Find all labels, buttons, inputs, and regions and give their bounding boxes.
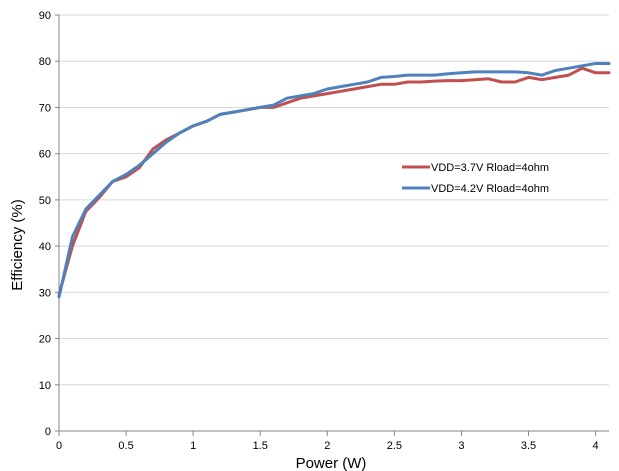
legend: VDD=3.7V Rload=4ohm VDD=4.2V Rload=4ohm — [402, 162, 549, 195]
y-tick-label: 10 — [39, 380, 51, 392]
x-tick-label: 2 — [324, 440, 330, 452]
x-axis-title: Power (W) — [296, 455, 367, 471]
series-lines — [57, 62, 611, 299]
y-tick-label: 70 — [39, 102, 51, 114]
y-tick-label: 90 — [39, 10, 51, 22]
series-line-vdd-4-2v — [57, 62, 611, 299]
y-tick-label: 20 — [39, 334, 51, 346]
y-tick-label: 80 — [39, 56, 51, 68]
x-tick-label: 4 — [593, 440, 599, 452]
y-tick-label: 60 — [39, 149, 51, 161]
legend-label-vdd-4-2v: VDD=4.2V Rload=4ohm — [431, 183, 549, 195]
axes: 0 10 20 30 40 50 60 70 80 90 0 0.5 1 1.5 2 2.5 3 3.5 4 — [39, 10, 609, 452]
y-tick-label: 40 — [39, 241, 51, 253]
y-tick-label: 0 — [45, 426, 51, 438]
x-tick-label: 3 — [458, 440, 464, 452]
y-tick-label: 50 — [39, 195, 51, 207]
x-tick-label: 0 — [56, 440, 62, 452]
x-tick-label: 1 — [190, 440, 196, 452]
x-tick-label: 3.5 — [521, 440, 536, 452]
y-tick-label: 30 — [39, 287, 51, 299]
x-tick-label: 2.5 — [387, 440, 402, 452]
legend-label-vdd-3-7v: VDD=3.7V Rload=4ohm — [431, 162, 549, 174]
gridlines — [59, 14, 609, 386]
x-tick-label: 1.5 — [253, 440, 268, 452]
series-line-vdd-3-7v — [57, 66, 611, 297]
y-axis-title: Efficiency (%) — [9, 199, 26, 290]
x-tick-label: 0.5 — [118, 440, 133, 452]
